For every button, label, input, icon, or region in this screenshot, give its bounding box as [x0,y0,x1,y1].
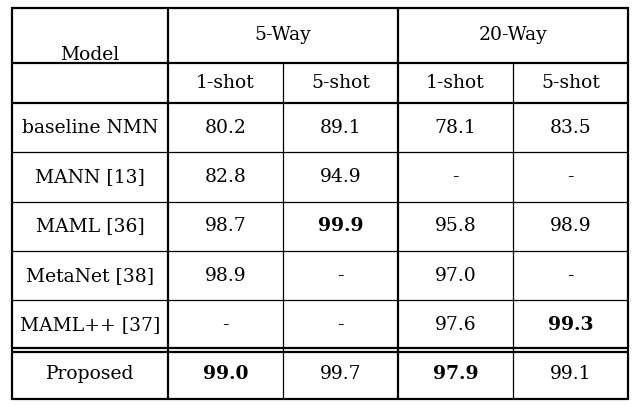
Text: 99.7: 99.7 [320,365,362,383]
Text: -: - [452,168,459,186]
Text: 97.0: 97.0 [435,267,476,284]
Text: 1-shot: 1-shot [426,74,485,92]
Text: baseline NMN: baseline NMN [22,119,158,137]
Text: 99.3: 99.3 [548,316,593,334]
Text: 98.9: 98.9 [205,267,246,284]
Text: 83.5: 83.5 [550,119,591,137]
Text: 99.1: 99.1 [550,365,591,383]
Text: -: - [222,316,228,334]
Text: 78.1: 78.1 [435,119,476,137]
Text: 5-shot: 5-shot [541,74,600,92]
Text: 5-shot: 5-shot [311,74,370,92]
Text: Model: Model [60,46,120,64]
Text: MAML [36]: MAML [36] [36,217,145,235]
Text: MANN [13]: MANN [13] [35,168,145,186]
Text: -: - [567,267,573,284]
Text: Proposed: Proposed [46,365,134,383]
Text: 82.8: 82.8 [205,168,246,186]
Text: 94.9: 94.9 [320,168,362,186]
Text: -: - [567,168,573,186]
Text: MetaNet [38]: MetaNet [38] [26,267,154,284]
Text: 95.8: 95.8 [435,217,476,235]
Text: 97.9: 97.9 [433,365,478,383]
Text: -: - [337,267,344,284]
Text: 97.6: 97.6 [435,316,476,334]
Text: -: - [337,316,344,334]
Text: 99.0: 99.0 [203,365,248,383]
Text: 20-Way: 20-Way [479,26,547,44]
Text: 98.9: 98.9 [550,217,591,235]
Text: 5-Way: 5-Way [255,26,312,44]
Text: 80.2: 80.2 [205,119,246,137]
Text: 1-shot: 1-shot [196,74,255,92]
Text: 89.1: 89.1 [320,119,362,137]
Text: MAML++ [37]: MAML++ [37] [20,316,160,334]
Text: 99.9: 99.9 [317,217,364,235]
Text: 98.7: 98.7 [205,217,246,235]
